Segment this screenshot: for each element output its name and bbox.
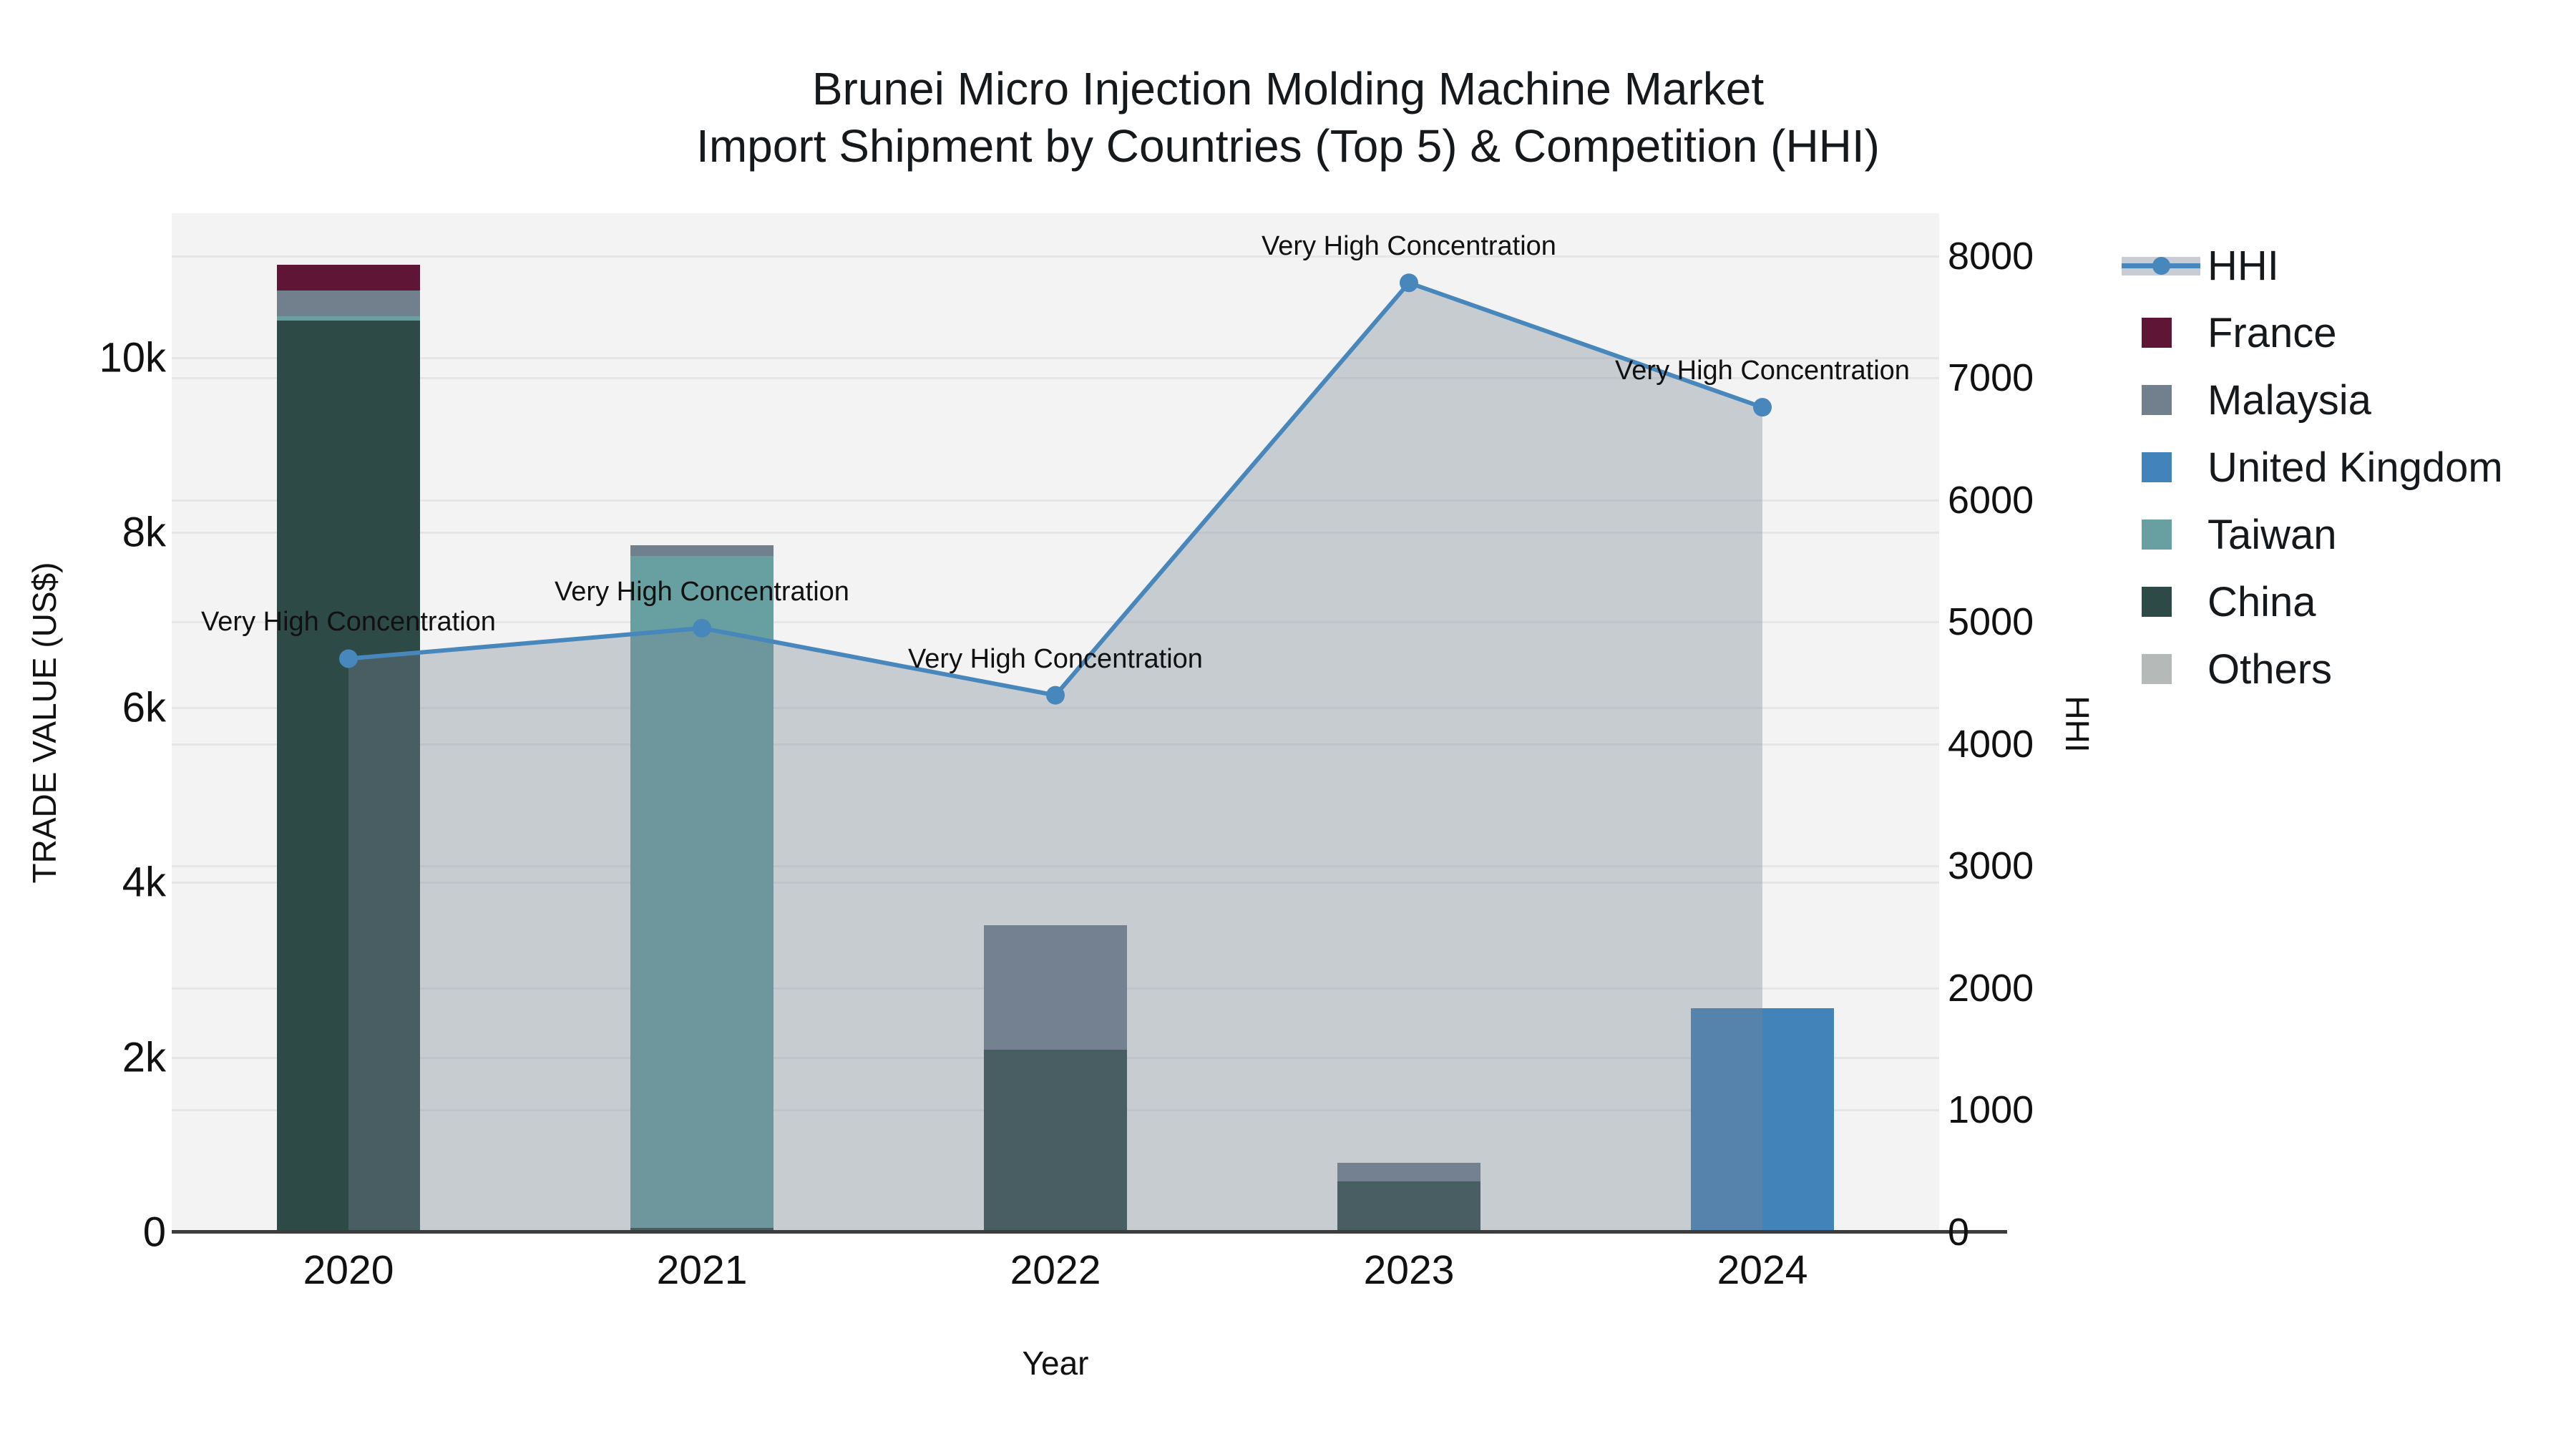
x-axis-title: Year <box>1022 1345 1089 1382</box>
y-right-tick-1000: 1000 <box>1948 1088 2034 1132</box>
bar-2020-china[interactable] <box>277 321 420 1232</box>
x-tick-2022: 2022 <box>1010 1247 1101 1293</box>
legend-swatch-icon <box>2142 587 2172 617</box>
legend: HHI France Malaysia United Kingdom Taiwan Chi… <box>2122 232 2503 703</box>
legend-label: Taiwan <box>2207 511 2337 558</box>
bar-2022-china[interactable] <box>984 1049 1127 1232</box>
legend-label: China <box>2207 578 2316 625</box>
legend-item-others[interactable]: Others <box>2122 635 2503 703</box>
y-left-tick-4k: 4k <box>122 859 166 906</box>
legend-item-hhi[interactable]: HHI <box>2122 232 2503 299</box>
y-right-tick-5000: 5000 <box>1948 600 2034 644</box>
plot-area <box>172 213 1939 1233</box>
x-tick-2023: 2023 <box>1363 1247 1455 1293</box>
gridline-right-6000 <box>172 499 1939 502</box>
y-right-tick-2000: 2000 <box>1948 966 2034 1010</box>
x-tick-2024: 2024 <box>1717 1247 1808 1293</box>
legend-swatch-icon <box>2142 654 2172 684</box>
legend-label: Malaysia <box>2207 376 2371 424</box>
hhi-marker-2022[interactable] <box>1046 686 1065 705</box>
y-left-tick-10k: 10k <box>99 334 166 381</box>
hhi-line-icon <box>2122 249 2200 282</box>
gridline-right-8000 <box>172 255 1939 258</box>
x-tick-2020: 2020 <box>303 1247 394 1293</box>
bar-2021-taiwan[interactable] <box>630 556 774 1228</box>
gridline-left-8k <box>172 532 1939 535</box>
annotation-2021: Very High Concentration <box>555 576 849 607</box>
y-left-tick-0: 0 <box>142 1209 166 1256</box>
x-tick-2021: 2021 <box>656 1247 748 1293</box>
legend-item-united-kingdom[interactable]: United Kingdom <box>2122 434 2503 501</box>
y-axis-left-title: TRADE VALUE (US$) <box>26 562 63 884</box>
bar-2021-china[interactable] <box>630 1227 774 1232</box>
bar-2020-malaysia[interactable] <box>277 290 420 317</box>
gridline-left-10k <box>172 356 1939 359</box>
hhi-marker-2020[interactable] <box>339 649 358 668</box>
legend-label: France <box>2207 309 2337 356</box>
legend-swatch-icon <box>2142 318 2172 348</box>
y-left-tick-2k: 2k <box>122 1034 166 1081</box>
legend-item-china[interactable]: China <box>2122 568 2503 635</box>
gridline-right-4000 <box>172 743 1939 746</box>
annotation-2024: Very High Concentration <box>1615 356 1910 386</box>
hhi-marker-2021[interactable] <box>693 618 711 638</box>
gridline-right-3000 <box>172 865 1939 868</box>
gridline-right-5000 <box>172 621 1939 624</box>
y-right-tick-6000: 6000 <box>1948 478 2034 522</box>
y-left-tick-6k: 6k <box>122 684 166 731</box>
bar-2024-united-kingdom[interactable] <box>1691 1008 1834 1232</box>
legend-label: HHI <box>2207 242 2279 289</box>
legend-label: Others <box>2207 645 2333 693</box>
chart-title-line2: Import Shipment by Countries (Top 5) & C… <box>696 120 1880 172</box>
annotation-2023: Very High Concentration <box>1262 231 1556 262</box>
legend-item-malaysia[interactable]: Malaysia <box>2122 366 2503 434</box>
bar-2022-malaysia[interactable] <box>984 924 1127 1050</box>
legend-label: United Kingdom <box>2207 444 2503 491</box>
legend-item-taiwan[interactable]: Taiwan <box>2122 501 2503 568</box>
y-right-tick-4000: 4000 <box>1948 722 2034 766</box>
legend-swatch-icon <box>2142 385 2172 415</box>
bar-2021-malaysia[interactable] <box>630 545 774 557</box>
bar-2023-malaysia[interactable] <box>1337 1163 1480 1182</box>
y-right-tick-3000: 3000 <box>1948 844 2034 888</box>
gridline-right-7000 <box>172 377 1939 380</box>
annotation-2022: Very High Concentration <box>908 643 1203 674</box>
legend-item-france[interactable]: France <box>2122 299 2503 366</box>
hhi-marker-2023[interactable] <box>1400 273 1418 293</box>
hhi-line-layer <box>339 273 1772 1233</box>
hhi-marker-2024[interactable] <box>1753 398 1772 417</box>
bar-2020-france[interactable] <box>277 265 420 291</box>
x-axis-line <box>172 1230 2007 1234</box>
hhi-area-fill <box>348 283 1762 1233</box>
legend-swatch-icon <box>2142 519 2172 550</box>
gridline-left-4k <box>172 882 1939 884</box>
y-right-tick-8000: 8000 <box>1948 234 2034 278</box>
gridline-left-6k <box>172 706 1939 709</box>
y-left-tick-8k: 8k <box>122 509 166 556</box>
legend-swatch-icon <box>2142 452 2172 482</box>
y-right-tick-0: 0 <box>1948 1211 1970 1254</box>
chart-title-line1: Brunei Micro Injection Molding Machine M… <box>811 63 1765 114</box>
y-right-tick-7000: 7000 <box>1948 356 2034 400</box>
annotation-2020: Very High Concentration <box>201 607 496 638</box>
bar-2020-taiwan[interactable] <box>277 316 420 321</box>
y-axis-right-title: HHI <box>2059 696 2096 753</box>
bar-2023-china[interactable] <box>1337 1181 1480 1232</box>
